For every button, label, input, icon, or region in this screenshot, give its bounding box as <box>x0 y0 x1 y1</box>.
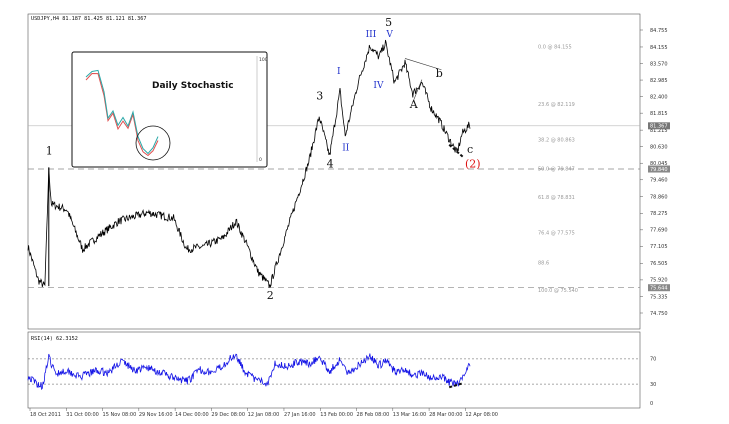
time-axis-label-11: 28 Mar 00:00 <box>429 412 462 418</box>
time-axis-label-3: 29 Nov 16:00 <box>139 412 173 418</box>
time-axis-label-7: 27 Jan 16:00 <box>284 412 316 418</box>
stochastic-inset-frame <box>71 51 268 168</box>
price-axis-label-5: 81.815 <box>650 111 668 117</box>
price-axis-label-14: 76.505 <box>650 261 668 267</box>
time-axis-label-6: 12 Jan 08:00 <box>248 412 280 418</box>
time-axis-label-1: 31 Oct 00:00 <box>66 412 99 418</box>
time-axis: 18 Oct 2011 31 Oct 00:00 15 Nov 08:00 29 No… <box>29 408 498 418</box>
fib-label-6: 88.6 <box>538 260 549 266</box>
corrective-trendline-upper <box>404 58 442 71</box>
rsi-axis-label-1: 30 <box>650 382 656 388</box>
stochastic-inset-title: Daily Stochastic <box>152 81 234 91</box>
wave-label-0: 1 <box>46 145 53 158</box>
rsi-series <box>27 353 471 391</box>
price-axis-label-12: 77.690 <box>650 228 668 234</box>
price-axis: 84.755 84.155 83.570 82.985 82.400 81.815 81.2… <box>640 28 670 317</box>
price-axis-label-6: 81.215 <box>650 128 668 134</box>
wave-label-1: 2 <box>267 289 274 302</box>
current-price-box <box>648 122 670 130</box>
stochastic-scale-top: 100 <box>259 57 268 63</box>
subwave-label-2: I <box>337 67 341 77</box>
price-axis-label-4: 82.400 <box>650 94 668 100</box>
subwave-label-0: III <box>366 30 377 40</box>
rsi-levels: 70 30 0 <box>28 357 656 407</box>
stochastic-highlight-circle <box>135 125 171 161</box>
price-line <box>27 39 471 289</box>
level-price-text: 79.840 <box>650 167 668 173</box>
time-axis-label-2: 15 Nov 08:00 <box>103 412 137 418</box>
time-axis-label-10: 13 Mar 16:00 <box>393 412 426 418</box>
stochastic-inset: 100 0 Daily Stochastic <box>71 51 268 168</box>
fib-label-5: 76.4 @ 77.575 <box>538 231 575 237</box>
price-axis-label-11: 78.275 <box>650 211 668 217</box>
wave-label-3: 4 <box>327 157 334 170</box>
symbol-header: USDJPY,H4 81.187 81.425 81.121 81.367 <box>31 16 147 22</box>
stochastic-scale-bottom: 0 <box>259 157 262 163</box>
price-axis-label-0: 84.755 <box>650 28 668 34</box>
subwave-label-4: IV <box>373 81 384 91</box>
time-axis-label-8: 13 Feb 00:00 <box>320 412 353 418</box>
low-price-box <box>648 284 670 292</box>
price-divergence-line <box>448 143 465 159</box>
price-panel-frame <box>27 13 641 330</box>
time-axis-label-9: 28 Feb 08:00 <box>357 412 390 418</box>
time-axis-label-5: 29 Dec 08:00 <box>211 412 245 418</box>
price-axis-label-16: 75.335 <box>650 294 668 300</box>
stochastic-fast-line <box>85 69 159 155</box>
fib-label-2: 38.2 @ 80.863 <box>538 138 575 144</box>
stochastic-slow-line <box>85 72 159 157</box>
current-price-text: 81.367 <box>650 124 668 130</box>
fib-levels: 0.0 @ 84.155 23.6 @ 82.119 38.2 @ 80.863 50… <box>538 44 578 294</box>
price-axis-label-3: 82.985 <box>650 78 668 84</box>
price-axis-label-17: 74.750 <box>650 311 668 317</box>
time-axis-label-0: 18 Oct 2011 <box>30 412 61 418</box>
price-axis-label-8: 80.045 <box>650 161 668 167</box>
time-axis-label-12: 12 Apr 08:00 <box>465 412 498 418</box>
wave-label-6: b <box>436 67 443 80</box>
level-price-box <box>648 165 670 173</box>
rsi-divergence-line <box>448 382 463 389</box>
price-axis-label-2: 83.570 <box>650 61 668 67</box>
wave-label-7: c <box>467 143 473 156</box>
wave-label-4: 5 <box>385 16 392 29</box>
price-axis-label-15: 75.920 <box>650 278 668 284</box>
wave-label-2: 3 <box>316 89 323 102</box>
rsi-axis-label-2: 0 <box>650 401 653 407</box>
corrective-trendline-lower <box>412 79 423 103</box>
wave-target-label: (2) <box>465 157 481 170</box>
price-axis-label-7: 80.630 <box>650 144 668 150</box>
subwave-label-1: V <box>385 30 393 40</box>
time-axis-label-4: 14 Dec 00:00 <box>175 412 209 418</box>
subwave-label-3: II <box>342 143 350 153</box>
rsi-axis-label-0: 70 <box>650 357 656 363</box>
rsi-label: RSI(14) 62.3152 <box>31 336 78 342</box>
price-series <box>27 39 471 289</box>
rsi-panel-frame <box>27 331 641 409</box>
fib-label-1: 23.6 @ 82.119 <box>538 102 575 108</box>
fib-label-7: 100.0 @ 75.540 <box>538 288 578 294</box>
fib-label-3: 50.0 @ 79.847 <box>538 166 575 172</box>
fib-label-4: 61.8 @ 78.831 <box>538 195 575 201</box>
price-axis-label-9: 79.460 <box>650 178 668 184</box>
wave-label-5: A <box>409 98 419 111</box>
price-axis-label-1: 84.155 <box>650 45 668 51</box>
rsi-line <box>27 353 471 391</box>
low-price-text: 75.644 <box>650 286 668 292</box>
price-axis-label-10: 78.860 <box>650 195 668 201</box>
fib-label-0: 0.0 @ 84.155 <box>538 44 572 50</box>
price-axis-label-13: 77.105 <box>650 244 668 250</box>
